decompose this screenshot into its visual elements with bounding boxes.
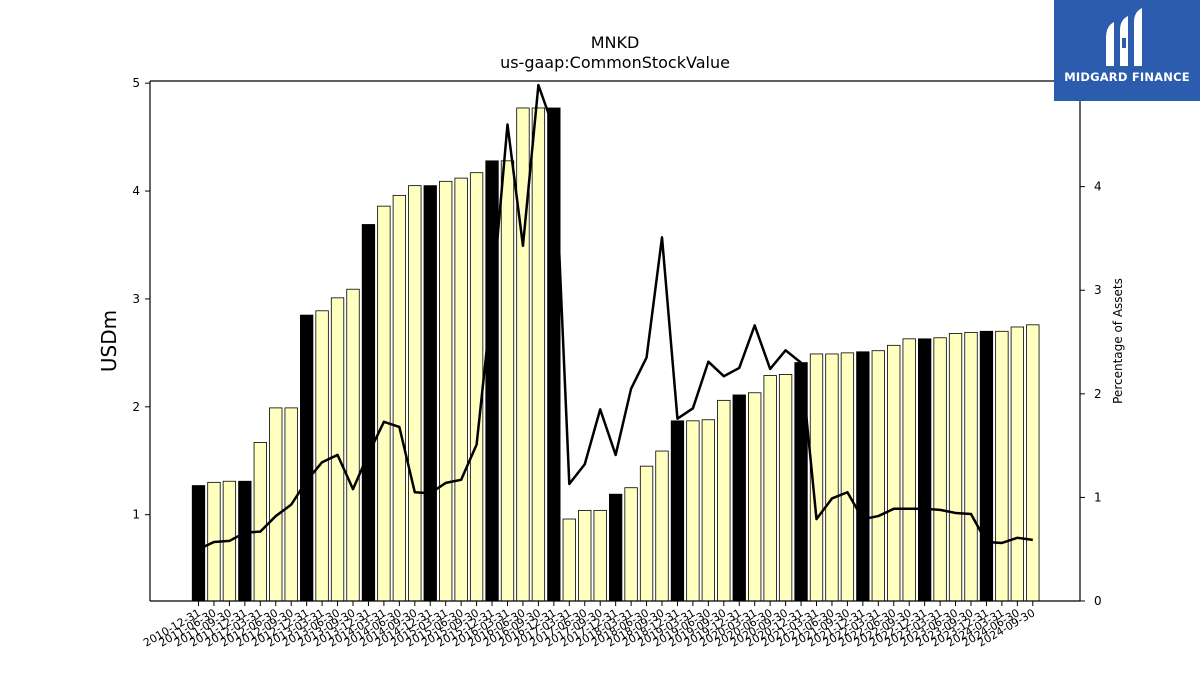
- bar: [871, 350, 885, 602]
- bar: [191, 485, 206, 602]
- bar: [485, 160, 499, 602]
- bar: [377, 205, 391, 602]
- bar: [948, 333, 963, 602]
- bar: [439, 180, 453, 602]
- bar: [500, 160, 515, 602]
- y-axis-label: USDm: [97, 310, 121, 372]
- bar: [454, 177, 468, 602]
- bar: [840, 352, 855, 602]
- bar: [624, 487, 638, 602]
- bar: [330, 297, 345, 602]
- bar: [979, 330, 994, 602]
- bar: [918, 338, 932, 602]
- bar: [1010, 326, 1024, 602]
- bar: [655, 450, 669, 602]
- chart-title: MNKD: [591, 33, 640, 52]
- percent-line-series: [197, 83, 1033, 551]
- bar-series: [191, 107, 1040, 602]
- bar: [825, 353, 839, 602]
- bar: [315, 310, 329, 602]
- y2-tick-label: 1: [1094, 490, 1102, 504]
- bar: [717, 399, 731, 602]
- bar: [902, 338, 916, 602]
- bar: [763, 375, 777, 602]
- percent-line: [197, 83, 1033, 551]
- bar: [578, 509, 592, 602]
- bar: [346, 288, 360, 602]
- y2-tick-label: 4: [1094, 180, 1102, 194]
- bar: [562, 518, 576, 602]
- y2-tick-label: 0: [1094, 594, 1102, 608]
- bar: [887, 344, 901, 602]
- bar: [531, 107, 546, 602]
- bar: [253, 442, 267, 602]
- bar: [748, 392, 762, 602]
- chart-subtitle: us-gaap:CommonStockValue: [500, 53, 730, 72]
- axes: 123450123452010-12-312011-06-302011-09-3…: [132, 76, 1101, 649]
- bar: [609, 493, 623, 602]
- y-tick-label: 5: [132, 76, 140, 90]
- bar: [1026, 324, 1040, 602]
- y2-tick-label: 3: [1094, 283, 1102, 297]
- bar: [732, 394, 746, 602]
- y-tick-label: 3: [132, 292, 140, 306]
- y-tick-label: 1: [132, 508, 140, 522]
- bar: [469, 172, 484, 602]
- bar: [408, 185, 422, 602]
- bar: [686, 420, 700, 602]
- bar: [995, 330, 1009, 602]
- bar: [269, 407, 283, 602]
- bar: [392, 194, 407, 602]
- bar: [933, 337, 947, 602]
- bar: [299, 314, 314, 602]
- y-tick-label: 2: [132, 400, 140, 414]
- bar: [423, 185, 437, 602]
- bar: [639, 465, 654, 602]
- y2-axis-label: Percentage of Assets: [1111, 278, 1125, 404]
- bar: [778, 374, 793, 602]
- logo-text: MIDGARD FINANCE: [1064, 70, 1190, 84]
- midgard-logo-icon: [1106, 8, 1142, 66]
- bar: [516, 107, 530, 602]
- bar: [593, 509, 607, 602]
- bar: [361, 224, 376, 602]
- bar: [964, 331, 978, 602]
- y2-tick-label: 2: [1094, 387, 1102, 401]
- bar: [856, 351, 870, 602]
- bar: [238, 480, 252, 602]
- bar: [547, 107, 561, 602]
- bar: [701, 419, 715, 602]
- midgard-finance-logo: MIDGARD FINANCE: [1054, 0, 1200, 101]
- bar: [670, 420, 685, 602]
- y-tick-label: 4: [132, 184, 140, 198]
